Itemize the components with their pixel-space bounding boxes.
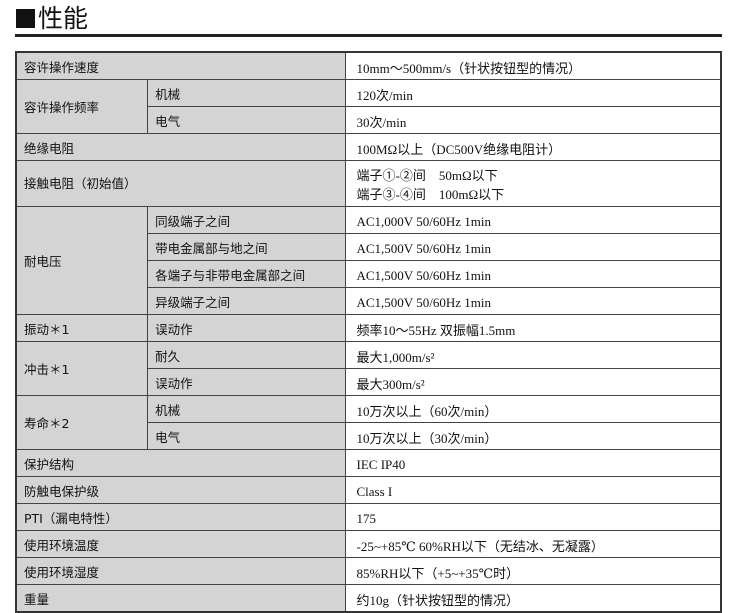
table-row: 防触电保护级 Class I [15,476,722,504]
row-value: Class I [344,476,722,504]
row-label: 重量 [15,584,346,613]
table-row: 异级端子之间 AC1,500V 50/60Hz 1min [16,287,722,315]
row-value: 30次/min [344,106,722,134]
table-row: 寿命＊2 机械 10万次以上（60次/min） [15,395,722,450]
table-row: 电气 30次/min [16,106,722,134]
row-value: 端子①-②间 50mΩ以下 端子③-④间 100mΩ以下 [344,160,722,207]
row-label: 容许操作频率 [15,79,149,134]
table-row: 保护结构 IEC IP40 [15,449,722,477]
table-row: 重量 约10g（针状按钮型的情况） [15,584,722,613]
section-title: 性能 [16,4,88,34]
table-row: 容许操作速度 10mm～500mm/s（针状按钮型的情况） [15,51,722,80]
sub-label: 误动作 [147,368,346,396]
row-value: IEC IP40 [344,449,722,477]
row-value: -25~+85℃ 60%RH以下（无结冰、无凝露） [344,530,722,558]
sub-label: 机械 [147,79,346,107]
row-value: 175 [344,503,722,531]
sub-label: 异级端子之间 [147,287,346,315]
row-label: 容许操作速度 [15,51,346,80]
square-bullet-icon [16,9,35,28]
table-row: 使用环境湿度 85%RH以下（+5~+35℃时） [15,557,722,585]
table-row: 振动＊1 误动作 频率10～55Hz 双振幅1.5mm [15,314,722,342]
value-line: 端子①-②间 50mΩ以下 [356,168,498,183]
table-row: 容许操作频率 机械 120次/min [15,79,722,134]
row-value: 10万次以上（60次/min） [344,395,722,423]
performance-table: 容许操作速度 10mm～500mm/s（针状按钮型的情况） 容许操作频率 机械 120… [15,51,722,613]
row-label: 冲击＊1 [15,341,149,396]
section-title-text: 性能 [38,4,89,33]
row-value: 频率10～55Hz 双振幅1.5mm [344,314,722,342]
table-row: 冲击＊1 耐久 最大1,000m/s² [15,341,722,396]
table-row: 带电金属部与地之间 AC1,500V 50/60Hz 1min [16,233,722,261]
sub-label: 电气 [147,422,346,450]
row-value: 120次/min [344,79,722,107]
row-label: PTI（漏电特性） [15,503,346,531]
sub-label: 误动作 [147,314,346,342]
table-row: 电气 10万次以上（30次/min） [16,422,722,450]
row-label: 耐电压 [15,206,149,315]
row-value: 最大300m/s² [344,368,722,396]
row-label: 振动＊1 [15,314,149,342]
value-line: 端子③-④间 100mΩ以下 [356,187,505,202]
sub-label: 耐久 [147,341,346,369]
row-value: 10mm～500mm/s（针状按钮型的情况） [344,51,722,80]
table-row: 误动作 最大300m/s² [16,368,722,396]
row-label: 防触电保护级 [15,476,346,504]
table-row: PTI（漏电特性） 175 [15,503,722,531]
table-row: 使用环境温度 -25~+85℃ 60%RH以下（无结冰、无凝露） [15,530,722,558]
sub-label: 电气 [147,106,346,134]
sub-label: 各端子与非带电金属部之间 [147,260,346,288]
row-label: 寿命＊2 [15,395,149,450]
sub-label: 同级端子之间 [147,206,346,234]
row-label: 保护结构 [15,449,346,477]
row-label: 使用环境温度 [15,530,346,558]
sub-label: 带电金属部与地之间 [147,233,346,261]
row-value: AC1,500V 50/60Hz 1min [344,233,722,261]
row-value: AC1,500V 50/60Hz 1min [344,260,722,288]
title-underline [15,34,722,37]
row-value: AC1,500V 50/60Hz 1min [344,287,722,315]
row-value: 100MΩ以上（DC500V绝缘电阻计） [344,133,722,161]
table-row: 接触电阻（初始值） 端子①-②间 50mΩ以下 端子③-④间 100mΩ以下 [15,160,722,207]
row-value: 约10g（针状按钮型的情况） [344,584,722,613]
row-label: 绝缘电阻 [15,133,346,161]
sub-label: 机械 [147,395,346,423]
table-row: 绝缘电阻 100MΩ以上（DC500V绝缘电阻计） [15,133,722,161]
row-value: AC1,000V 50/60Hz 1min [344,206,722,234]
row-label: 接触电阻（初始值） [15,160,346,207]
table-row: 耐电压 同级端子之间 AC1,000V 50/60Hz 1min [15,206,722,315]
row-value: 85%RH以下（+5~+35℃时） [344,557,722,585]
row-label: 使用环境湿度 [15,557,346,585]
row-value: 10万次以上（30次/min） [344,422,722,450]
row-value: 最大1,000m/s² [344,341,722,369]
table-row: 各端子与非带电金属部之间 AC1,500V 50/60Hz 1min [16,260,722,288]
